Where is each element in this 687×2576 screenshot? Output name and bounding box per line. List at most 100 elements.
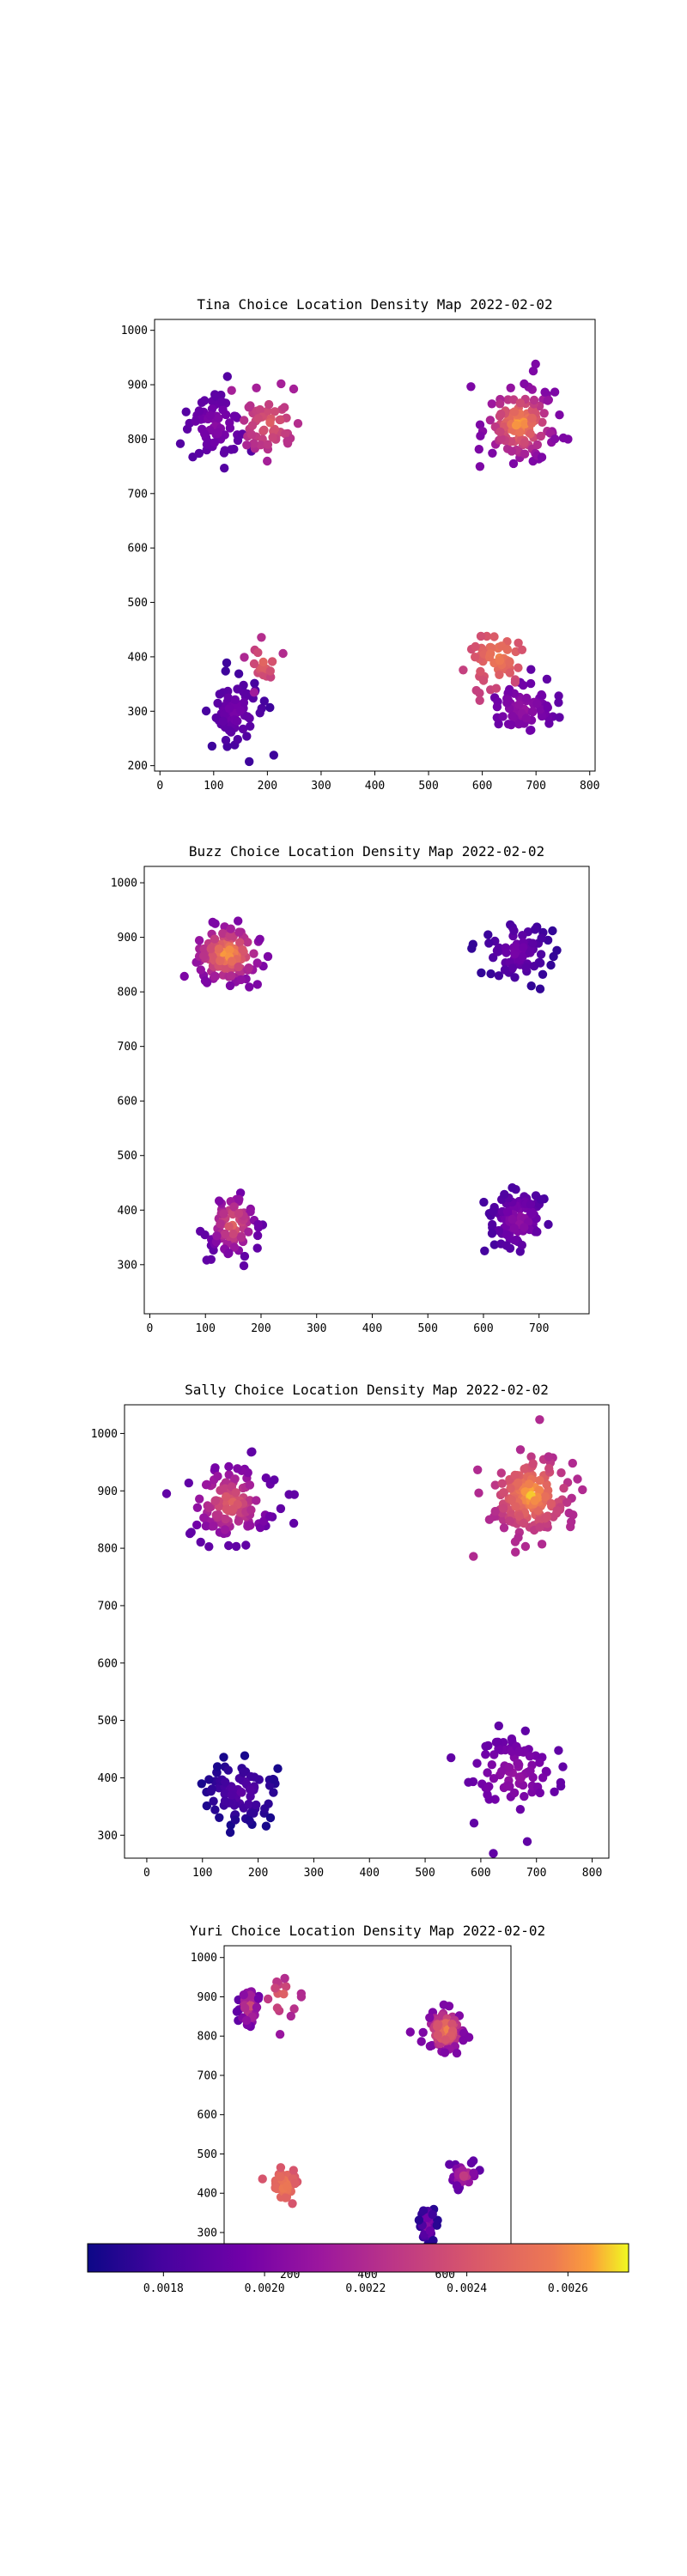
scatter-point: [452, 2181, 462, 2190]
scatter-point: [233, 1464, 242, 1473]
scatter-point: [270, 1475, 279, 1485]
chart-panels: Tina Choice Location Density Map 2022-02…: [91, 296, 610, 2281]
scatter-point: [534, 1485, 544, 1495]
scatter-point: [220, 464, 229, 473]
scatter-point: [496, 410, 506, 419]
scatter-point: [528, 939, 538, 948]
scatter-point: [288, 2199, 297, 2208]
scatter-point: [223, 1765, 233, 1775]
scatter-point: [494, 971, 504, 981]
scatter-point: [213, 428, 222, 437]
colorbar-tick-label: 0.0022: [345, 2282, 386, 2295]
scatter-point: [515, 1805, 526, 1814]
scatter-point: [542, 674, 552, 684]
scatter-point: [556, 1468, 566, 1478]
scatter-point: [246, 429, 257, 440]
scatter-point: [496, 434, 506, 443]
scatter-point: [161, 1489, 172, 1498]
scatter-point: [471, 641, 480, 652]
scatter-point: [555, 410, 564, 420]
y-tick-label: 500: [118, 1150, 137, 1163]
x-tick-label: 200: [258, 780, 277, 793]
scatter-point: [223, 693, 233, 702]
y-tick-label: 800: [98, 1543, 118, 1556]
scatter-point: [224, 1222, 234, 1231]
scatter-point: [276, 2163, 286, 2172]
plot-frame: [223, 1945, 512, 2261]
scatter-point: [537, 690, 546, 700]
scatter-point: [252, 383, 261, 392]
scatter-point: [283, 436, 292, 446]
scatter-point: [258, 657, 268, 667]
y-tick-label: 700: [128, 488, 148, 501]
colorbar-tick-label: 0.0018: [143, 2282, 184, 2295]
scatter-point: [544, 1452, 553, 1461]
scatter-point: [491, 1737, 502, 1747]
scatter-point: [526, 1452, 536, 1461]
y-tick-label: 1000: [121, 325, 148, 337]
scatter-point: [536, 1194, 546, 1205]
scatter-point: [507, 720, 516, 730]
scatter-point: [471, 653, 480, 662]
scatter-point: [249, 439, 258, 448]
scatter-point: [252, 958, 262, 968]
y-tick-label: 300: [128, 706, 148, 719]
scatter-point: [469, 1819, 479, 1828]
y-tick-label: 400: [128, 651, 148, 664]
scatter-point: [536, 431, 545, 441]
chart-panel: Tina Choice Location Density Map 2022-02…: [121, 296, 600, 793]
scatter-point: [514, 1772, 524, 1782]
scatter-point: [522, 1837, 532, 1846]
x-tick-label: 600: [473, 1322, 493, 1335]
scatter-point: [263, 440, 273, 449]
scatter-point: [532, 1227, 542, 1236]
scatter-point: [260, 1804, 270, 1814]
scatter-point: [476, 666, 485, 677]
scatter-point: [537, 1540, 547, 1549]
scatter-point: [502, 948, 511, 957]
scatter-point: [520, 449, 530, 459]
plot-frame: [143, 866, 590, 1315]
scatter-point: [235, 938, 245, 947]
scatter-point: [498, 1504, 508, 1513]
scatter-point: [505, 668, 514, 677]
scatter-point: [487, 1760, 496, 1770]
scatter-point: [270, 407, 280, 416]
scatter-point: [240, 1751, 250, 1760]
scatter-point: [509, 926, 519, 936]
scatter-point: [474, 1488, 483, 1498]
scatter-point: [535, 1788, 544, 1798]
scatter-point: [492, 702, 502, 712]
scatter-point: [222, 1492, 231, 1502]
scatter-point: [221, 666, 230, 676]
scatter-point: [255, 1522, 265, 1533]
scatter-point: [245, 1480, 255, 1490]
scatter-point: [556, 1782, 566, 1791]
x-tick-label: 400: [365, 780, 385, 793]
scatter-point: [272, 2003, 283, 2013]
scatter-point: [276, 1504, 286, 1514]
scatter-point: [519, 680, 528, 690]
scatter-point: [225, 1827, 235, 1838]
scatter-point: [196, 1537, 205, 1547]
chart-title: Sally Choice Location Density Map 2022-0…: [185, 1382, 549, 1398]
scatter-point: [252, 1243, 262, 1253]
scatter-point: [219, 1209, 228, 1218]
scatter-point: [544, 1464, 554, 1473]
colorbar: 0.0018 0.0020 0.0022 0.0024 0.0026: [87, 2243, 629, 2295]
scatter-point: [259, 696, 269, 706]
scatter-point: [231, 1488, 240, 1498]
scatter-point: [252, 2002, 262, 2012]
y-tick-label: 300: [198, 2227, 217, 2239]
scatter-point: [483, 1768, 492, 1777]
scatter-point: [537, 933, 546, 943]
scatter-point: [508, 1214, 517, 1224]
colorbar-gradient: [87, 2243, 629, 2273]
y-tick-label: 400: [118, 1205, 137, 1218]
y-tick-label: 700: [118, 1041, 137, 1054]
scatter-point: [475, 696, 484, 705]
scatter-point: [464, 1777, 473, 1787]
scatter-point: [522, 693, 532, 703]
scatter-point: [246, 721, 255, 731]
scatter-point: [546, 960, 556, 970]
